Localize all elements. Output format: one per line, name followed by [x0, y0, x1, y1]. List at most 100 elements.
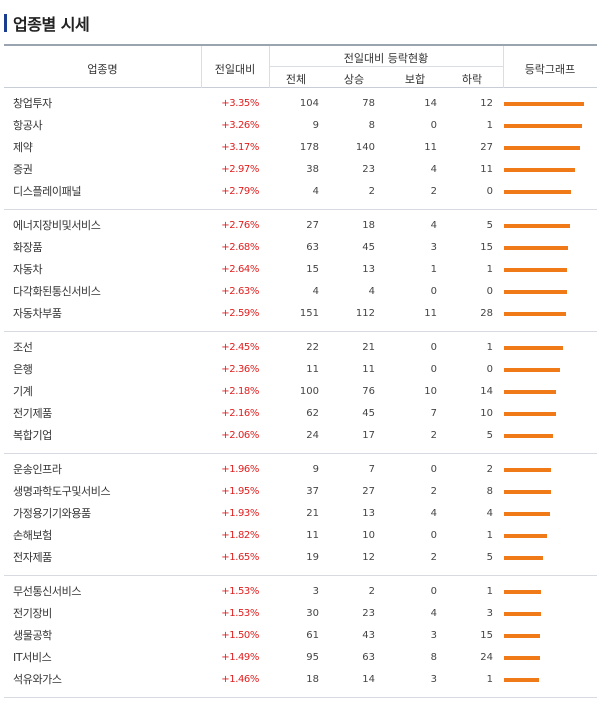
count-down: 24	[480, 652, 493, 663]
count-up: 45	[362, 242, 375, 253]
count-down: 11	[480, 164, 493, 175]
count-flat: 2	[430, 552, 437, 563]
change-bar	[504, 290, 567, 294]
count-total: 15	[306, 264, 319, 275]
table-row[interactable]: 전기제품 +2.16% 62 45 7 10	[4, 403, 597, 425]
change-bar	[504, 346, 563, 350]
table-row[interactable]: 복합기업 +2.06% 24 17 2 5	[4, 425, 597, 447]
table-row[interactable]: 운송인프라 +1.96% 9 7 0 2	[4, 459, 597, 481]
sector-name-link[interactable]: 전기제품	[13, 407, 52, 420]
change-rate: +2.59%	[221, 308, 259, 319]
sector-name-link[interactable]: 조선	[13, 341, 33, 354]
row-group: 운송인프라 +1.96% 9 7 0 2 생명과학도구및서비스 +1.95% 37 27 2 8 가정용…	[4, 454, 597, 576]
table-row[interactable]: 에너지장비및서비스 +2.76% 27 18 4 5	[4, 215, 597, 237]
row-group: 무선통신서비스 +1.53% 3 2 0 1 전기장비 +1.53% 30 23 4 3 생물공학 +1.…	[4, 576, 597, 698]
table-row[interactable]: 생명과학도구및서비스 +1.95% 37 27 2 8	[4, 481, 597, 503]
table-row[interactable]: 손해보험 +1.82% 11 10 0 1	[4, 525, 597, 547]
change-rate: +1.93%	[221, 508, 259, 519]
sector-name-link[interactable]: 생명과학도구및서비스	[13, 485, 111, 498]
table-row[interactable]: 기계 +2.18% 100 76 10 14	[4, 381, 597, 403]
sector-name-link[interactable]: 운송인프라	[13, 463, 62, 476]
count-flat: 0	[430, 286, 437, 297]
count-flat: 0	[430, 586, 437, 597]
sector-name-link[interactable]: 디스플레이패널	[13, 185, 82, 198]
table-row[interactable]: 항공사 +3.26% 9 8 0 1	[4, 115, 597, 137]
table-row[interactable]: 무선통신서비스 +1.53% 3 2 0 1	[4, 581, 597, 603]
table-row[interactable]: 화장품 +2.68% 63 45 3 15	[4, 237, 597, 259]
table-row[interactable]: 다각화된통신서비스 +2.63% 4 4 0 0	[4, 281, 597, 303]
sector-name-link[interactable]: 화장품	[13, 241, 43, 254]
change-bar	[504, 590, 541, 594]
change-rate: +1.65%	[221, 552, 259, 563]
change-bar	[504, 434, 553, 438]
col-header-down: 하락	[461, 73, 483, 86]
sector-name-link[interactable]: 은행	[13, 363, 33, 376]
col-header-group: 전일대비 등락현황	[343, 52, 429, 65]
sector-name-link[interactable]: 전기장비	[13, 607, 52, 620]
table-row[interactable]: 전자제품 +1.65% 19 12 2 5	[4, 547, 597, 569]
table-row[interactable]: 창업투자 +3.35% 104 78 14 12	[4, 93, 597, 115]
table-body: 창업투자 +3.35% 104 78 14 12 항공사 +3.26% 9 8 0 1 제약 +3.17%…	[4, 88, 597, 698]
sector-name-link[interactable]: 자동차	[13, 263, 43, 276]
count-total: 22	[306, 342, 319, 353]
sector-name-link[interactable]: 자동차부품	[13, 307, 62, 320]
sector-name-link[interactable]: 창업투자	[13, 97, 52, 110]
table-row[interactable]: 제약 +3.17% 178 140 11 27	[4, 137, 597, 159]
table-header: 업종명 전일대비 전일대비 등락현황 전체 상승 보합 하락 등락그래프	[4, 44, 597, 88]
change-bar	[504, 190, 571, 194]
change-bar	[504, 268, 567, 272]
table-row[interactable]: 전기장비 +1.53% 30 23 4 3	[4, 603, 597, 625]
table-row[interactable]: 자동차 +2.64% 15 13 1 1	[4, 259, 597, 281]
count-total: 4	[312, 286, 319, 297]
table-row[interactable]: IT서비스 +1.49% 95 63 8 24	[4, 647, 597, 669]
change-rate: +3.26%	[221, 120, 259, 131]
sector-table: 업종명 전일대비 전일대비 등락현황 전체 상승 보합 하락 등락그래프 창업투…	[4, 44, 597, 698]
count-total: 3	[312, 586, 319, 597]
table-row[interactable]: 디스플레이패널 +2.79% 4 2 2 0	[4, 181, 597, 203]
count-up: 23	[362, 164, 375, 175]
sector-name-link[interactable]: 증권	[13, 163, 33, 176]
sector-name-link[interactable]: 항공사	[13, 119, 43, 132]
count-up: 13	[362, 508, 375, 519]
count-total: 11	[306, 530, 319, 541]
sector-name-link[interactable]: 전자제품	[13, 551, 52, 564]
table-row[interactable]: 가정용기기와용품 +1.93% 21 13 4 4	[4, 503, 597, 525]
count-total: 19	[306, 552, 319, 563]
sector-name-link[interactable]: IT서비스	[13, 651, 52, 664]
count-total: 37	[306, 486, 319, 497]
table-row[interactable]: 증권 +2.97% 38 23 4 11	[4, 159, 597, 181]
table-row[interactable]: 자동차부품 +2.59% 151 112 11 28	[4, 303, 597, 325]
count-up: 18	[362, 220, 375, 231]
count-up: 63	[362, 652, 375, 663]
change-bar	[504, 412, 556, 416]
count-flat: 4	[430, 608, 437, 619]
count-down: 2	[486, 464, 493, 475]
count-flat: 2	[430, 486, 437, 497]
count-flat: 11	[424, 142, 437, 153]
sector-name-link[interactable]: 다각화된통신서비스	[13, 285, 101, 298]
row-group: 창업투자 +3.35% 104 78 14 12 항공사 +3.26% 9 8 0 1 제약 +3.17%…	[4, 88, 597, 210]
count-flat: 0	[430, 120, 437, 131]
table-row[interactable]: 은행 +2.36% 11 11 0 0	[4, 359, 597, 381]
sector-name-link[interactable]: 기계	[13, 385, 33, 398]
sector-name-link[interactable]: 생물공학	[13, 629, 52, 642]
table-row[interactable]: 석유와가스 +1.46% 18 14 3 1	[4, 669, 597, 691]
count-down: 5	[486, 220, 493, 231]
count-down: 0	[486, 186, 493, 197]
change-bar	[504, 390, 556, 394]
change-bar	[504, 468, 551, 472]
table-row[interactable]: 조선 +2.45% 22 21 0 1	[4, 337, 597, 359]
change-rate: +1.53%	[221, 586, 259, 597]
sector-name-link[interactable]: 석유와가스	[13, 673, 62, 686]
sector-name-link[interactable]: 가정용기기와용품	[13, 507, 91, 520]
sector-name-link[interactable]: 제약	[13, 141, 33, 154]
count-down: 14	[480, 386, 493, 397]
sector-name-link[interactable]: 무선통신서비스	[13, 585, 82, 598]
sector-name-link[interactable]: 복합기업	[13, 429, 52, 442]
sector-name-link[interactable]: 손해보험	[13, 529, 52, 542]
table-row[interactable]: 생물공학 +1.50% 61 43 3 15	[4, 625, 597, 647]
sector-name-link[interactable]: 에너지장비및서비스	[13, 219, 101, 232]
count-flat: 0	[430, 342, 437, 353]
count-down: 1	[486, 674, 493, 685]
count-total: 38	[306, 164, 319, 175]
